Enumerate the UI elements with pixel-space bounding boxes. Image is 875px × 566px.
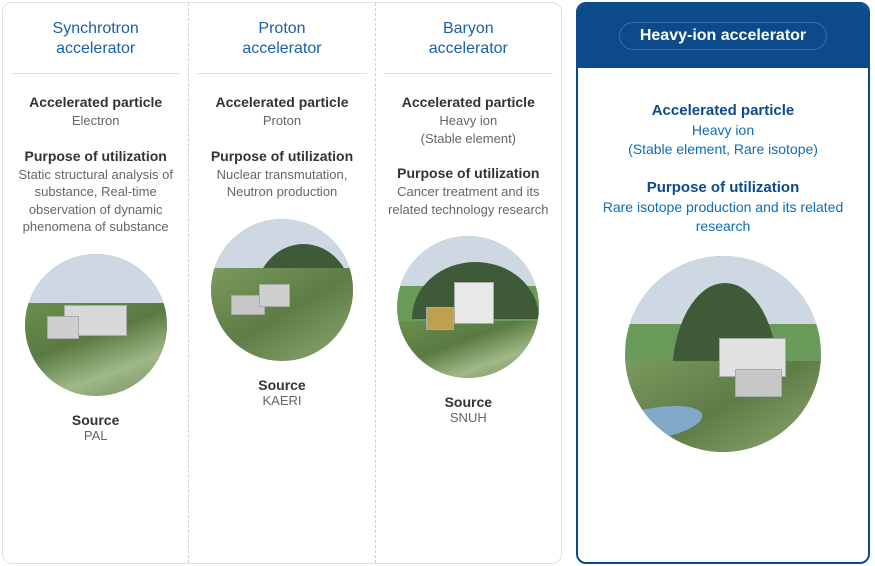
purpose-value: Static structural analysis of substance,…: [11, 166, 180, 236]
column-title: Baryon accelerator: [384, 3, 553, 74]
particle-label: Accelerated particle: [29, 94, 162, 110]
particle-label: Accelerated particle: [652, 102, 795, 119]
particle-value: Heavy ion (Stable element): [421, 112, 516, 147]
purpose-value: Rare isotope production and its related …: [578, 198, 868, 236]
column-title: Synchrotron accelerator: [11, 3, 180, 74]
column-baryon: Baryon accelerator Accelerated particle …: [376, 3, 561, 563]
source-label: Source: [445, 394, 492, 410]
facility-image-pal: [25, 254, 167, 396]
featured-body: Accelerated particle Heavy ion (Stable e…: [578, 68, 868, 468]
facility-image-heavy-ion: [625, 256, 821, 452]
purpose-label: Purpose of utilization: [24, 148, 166, 164]
comparison-panel: Synchrotron accelerator Accelerated part…: [2, 2, 562, 564]
purpose-label: Purpose of utilization: [397, 165, 539, 181]
source-value: PAL: [84, 428, 108, 443]
purpose-label: Purpose of utilization: [211, 148, 353, 164]
featured-panel: Heavy-ion accelerator Accelerated partic…: [576, 2, 870, 564]
featured-header: Heavy-ion accelerator: [578, 4, 868, 68]
source-label: Source: [72, 412, 119, 428]
particle-label: Accelerated particle: [215, 94, 348, 110]
purpose-value: Nuclear transmutation, Neutron productio…: [197, 166, 366, 201]
particle-label: Accelerated particle: [402, 94, 535, 110]
column-body: Accelerated particle Electron Purpose of…: [11, 74, 180, 443]
particle-value: Electron: [72, 112, 120, 130]
column-title: Proton accelerator: [197, 3, 366, 74]
column-body: Accelerated particle Heavy ion (Stable e…: [384, 74, 553, 425]
facility-image-snuh: [397, 236, 539, 378]
source-value: SNUH: [450, 410, 487, 425]
facility-image-kaeri: [211, 219, 353, 361]
source-label: Source: [258, 377, 305, 393]
column-body: Accelerated particle Proton Purpose of u…: [197, 74, 366, 408]
featured-title: Heavy-ion accelerator: [619, 22, 827, 50]
purpose-label: Purpose of utilization: [647, 179, 800, 196]
particle-value: Proton: [263, 112, 301, 130]
column-proton: Proton accelerator Accelerated particle …: [189, 3, 375, 563]
purpose-value: Cancer treatment and its related technol…: [384, 183, 553, 218]
particle-value: Heavy ion (Stable element, Rare isotope): [628, 121, 818, 159]
column-synchrotron: Synchrotron accelerator Accelerated part…: [3, 3, 189, 563]
source-value: KAERI: [262, 393, 301, 408]
